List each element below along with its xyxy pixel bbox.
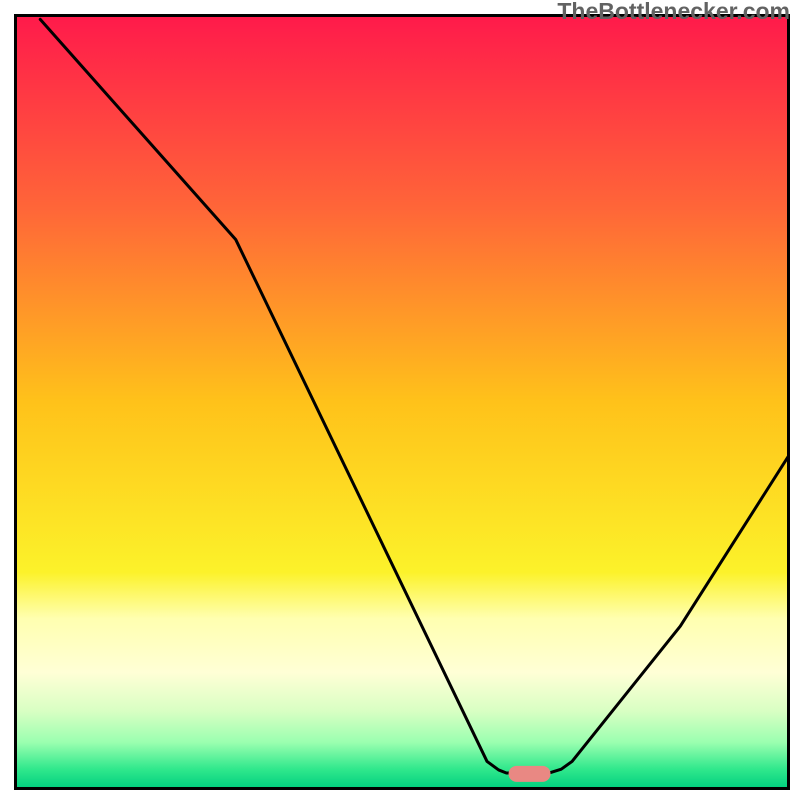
- gradient-background: [16, 16, 789, 789]
- figure-container: TheBottlenecker.com: [0, 0, 800, 800]
- watermark-text: TheBottlenecker.com: [557, 0, 790, 25]
- plot-area: [14, 14, 790, 790]
- plot-svg: [14, 14, 790, 790]
- optimum-marker: [509, 766, 551, 782]
